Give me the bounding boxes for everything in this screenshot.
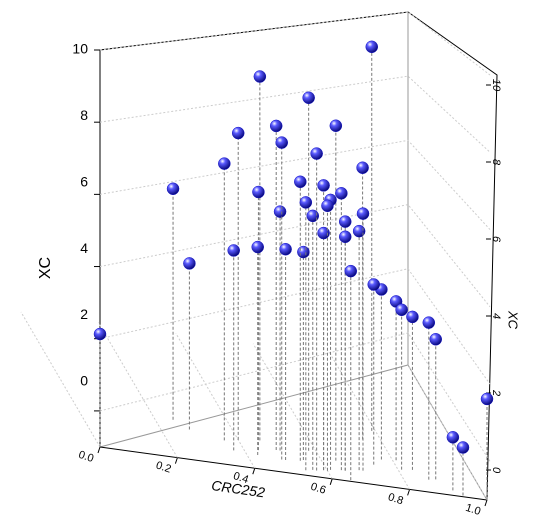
- data-point: [356, 161, 369, 174]
- data-point: [251, 240, 264, 254]
- data-point: [395, 303, 408, 317]
- data-point: [456, 441, 470, 454]
- x-tick-label: 0.8: [387, 491, 405, 507]
- data-point: [252, 185, 265, 199]
- z-tick-label: 2: [80, 306, 88, 322]
- grid-line: [252, 343, 333, 480]
- x-tick: [252, 468, 256, 475]
- data-point: [356, 207, 370, 220]
- data-point: [352, 224, 366, 238]
- data-point: [93, 327, 107, 341]
- x-tick: [407, 489, 411, 496]
- data-point: [344, 264, 358, 278]
- x-tick: [174, 457, 178, 464]
- data-point: [310, 147, 323, 160]
- x-tick-label: 0.0: [77, 449, 95, 465]
- data-point: [317, 226, 330, 240]
- y-tick-label: 0: [490, 467, 502, 474]
- y-tick-label: 6: [490, 236, 502, 243]
- y-tick-label: 8: [490, 159, 502, 166]
- x-tick: [329, 478, 333, 485]
- data-point: [317, 179, 330, 192]
- y-axis-label: XC: [506, 310, 521, 330]
- data-point: [227, 244, 240, 257]
- x-tick: [484, 499, 488, 507]
- x-tick-label: 0.6: [309, 481, 327, 497]
- data-point: [302, 91, 315, 105]
- x-tick: [97, 446, 101, 454]
- data-point: [299, 196, 313, 209]
- data-point: [269, 119, 283, 133]
- x-tick-label: 0.4: [232, 470, 250, 486]
- x-tick-label: 0.2: [154, 459, 172, 475]
- data-point: [166, 182, 180, 196]
- y-tick-label: 2: [490, 389, 502, 396]
- data-point: [253, 70, 267, 83]
- data-point: [446, 431, 460, 444]
- data-point: [480, 392, 494, 406]
- data-point: [367, 278, 380, 291]
- z-tick-label: 10: [72, 41, 88, 57]
- z-tick-label: 6: [80, 173, 88, 189]
- data-point: [297, 245, 310, 259]
- data-point: [338, 230, 352, 244]
- axis-box: [99, 11, 498, 501]
- data-point: [218, 157, 231, 170]
- data-point: [273, 205, 287, 218]
- z-axis-label: XC: [37, 257, 54, 279]
- data-point: [183, 257, 196, 270]
- z-tick-label: 0: [80, 373, 88, 389]
- data-point: [329, 119, 343, 132]
- grid-line: [99, 203, 491, 308]
- data-point: [335, 187, 348, 200]
- data-point: [406, 310, 419, 324]
- grid-line: [175, 332, 256, 469]
- grid-line: [99, 11, 491, 76]
- data-point: [294, 175, 307, 189]
- box-edge: [99, 446, 488, 501]
- y-tick-label: 4: [490, 313, 502, 319]
- grid-line: [99, 75, 491, 153]
- x-tick-label: 1.0: [464, 502, 482, 518]
- data-point: [275, 136, 288, 149]
- grid-line: [20, 311, 101, 448]
- data-point: [365, 40, 379, 54]
- x-axis-label: CRC252: [210, 477, 266, 500]
- grid-line: [99, 139, 491, 230]
- box-edge: [99, 11, 498, 501]
- grid-line: [99, 332, 491, 462]
- y-tick-label: 10: [490, 79, 502, 92]
- data-point: [338, 215, 352, 228]
- z-tick-label: 8: [80, 107, 88, 123]
- data-point: [306, 209, 320, 223]
- data-point: [279, 242, 292, 256]
- grid-line: [99, 268, 491, 385]
- data-point: [429, 333, 442, 346]
- data-point: [321, 199, 334, 213]
- data-point: [422, 316, 436, 329]
- data-point: [231, 126, 245, 140]
- z-tick-label: 4: [80, 240, 88, 256]
